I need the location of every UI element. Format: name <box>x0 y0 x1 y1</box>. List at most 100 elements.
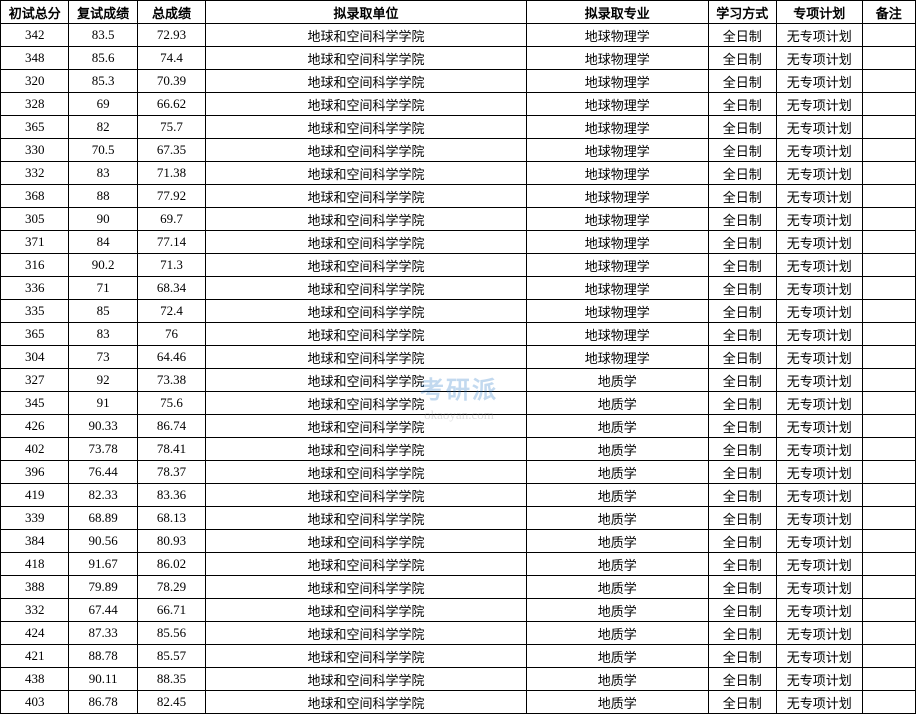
table-cell <box>862 530 916 553</box>
table-cell: 地球和空间科学学院 <box>206 691 527 714</box>
table-cell: 地质学 <box>526 369 708 392</box>
table-cell: 68.34 <box>137 277 205 300</box>
table-cell: 全日制 <box>708 461 776 484</box>
table-cell: 86.74 <box>137 415 205 438</box>
table-cell: 地质学 <box>526 599 708 622</box>
table-row: 3358572.4地球和空间科学学院地球物理学全日制无专项计划 <box>1 300 916 323</box>
table-cell: 地球物理学 <box>526 231 708 254</box>
table-cell: 全日制 <box>708 507 776 530</box>
table-row: 34885.674.4地球和空间科学学院地球物理学全日制无专项计划 <box>1 47 916 70</box>
table-cell: 无专项计划 <box>777 484 863 507</box>
table-row: 3688877.92地球和空间科学学院地球物理学全日制无专项计划 <box>1 185 916 208</box>
table-cell: 全日制 <box>708 185 776 208</box>
table-cell: 全日制 <box>708 576 776 599</box>
table-cell: 地球和空间科学学院 <box>206 24 527 47</box>
table-cell: 71.3 <box>137 254 205 277</box>
table-cell: 384 <box>1 530 69 553</box>
table-cell: 348 <box>1 47 69 70</box>
table-cell: 地球和空间科学学院 <box>206 599 527 622</box>
table-cell: 88.78 <box>69 645 137 668</box>
table-cell: 无专项计划 <box>777 668 863 691</box>
table-cell: 地质学 <box>526 438 708 461</box>
table-cell: 地球和空间科学学院 <box>206 415 527 438</box>
table-cell: 全日制 <box>708 438 776 461</box>
table-cell: 无专项计划 <box>777 369 863 392</box>
table-cell: 地球和空间科学学院 <box>206 346 527 369</box>
table-cell: 地球和空间科学学院 <box>206 622 527 645</box>
table-cell: 90.2 <box>69 254 137 277</box>
table-cell: 327 <box>1 369 69 392</box>
table-cell <box>862 599 916 622</box>
table-cell: 全日制 <box>708 392 776 415</box>
table-cell: 全日制 <box>708 254 776 277</box>
col-header-remark: 备注 <box>862 1 916 24</box>
table-cell: 全日制 <box>708 93 776 116</box>
table-cell: 地质学 <box>526 484 708 507</box>
table-cell: 365 <box>1 323 69 346</box>
table-cell: 地质学 <box>526 691 708 714</box>
table-header: 初试总分 复试成绩 总成绩 拟录取单位 拟录取专业 学习方式 专项计划 备注 <box>1 1 916 24</box>
table-cell: 82.33 <box>69 484 137 507</box>
table-row: 41982.3383.36地球和空间科学学院地质学全日制无专项计划 <box>1 484 916 507</box>
table-cell: 403 <box>1 691 69 714</box>
table-cell <box>862 576 916 599</box>
table-cell: 地球物理学 <box>526 70 708 93</box>
table-row: 41891.6786.02地球和空间科学学院地质学全日制无专项计划 <box>1 553 916 576</box>
table-cell: 地球物理学 <box>526 185 708 208</box>
table-cell: 336 <box>1 277 69 300</box>
table-cell: 无专项计划 <box>777 24 863 47</box>
table-cell: 全日制 <box>708 116 776 139</box>
table-cell <box>862 139 916 162</box>
table-cell: 330 <box>1 139 69 162</box>
table-cell: 全日制 <box>708 530 776 553</box>
table-cell: 无专项计划 <box>777 185 863 208</box>
table-cell: 地球和空间科学学院 <box>206 139 527 162</box>
table-cell: 73.78 <box>69 438 137 461</box>
table-cell: 无专项计划 <box>777 553 863 576</box>
table-cell: 全日制 <box>708 323 776 346</box>
table-cell: 90.56 <box>69 530 137 553</box>
table-cell: 419 <box>1 484 69 507</box>
table-cell: 87.33 <box>69 622 137 645</box>
table-cell: 全日制 <box>708 231 776 254</box>
table-cell: 418 <box>1 553 69 576</box>
table-cell: 全日制 <box>708 47 776 70</box>
table-cell: 68.89 <box>69 507 137 530</box>
table-cell: 地球和空间科学学院 <box>206 254 527 277</box>
table-cell <box>862 507 916 530</box>
table-cell: 无专项计划 <box>777 208 863 231</box>
table-cell: 75.7 <box>137 116 205 139</box>
table-cell: 地球和空间科学学院 <box>206 507 527 530</box>
table-cell: 86.78 <box>69 691 137 714</box>
table-cell: 全日制 <box>708 668 776 691</box>
col-header-score1: 初试总分 <box>1 1 69 24</box>
table-cell: 320 <box>1 70 69 93</box>
table-cell <box>862 208 916 231</box>
table-cell: 地球物理学 <box>526 277 708 300</box>
table-cell: 365 <box>1 116 69 139</box>
table-row: 3367168.34地球和空间科学学院地球物理学全日制无专项计划 <box>1 277 916 300</box>
table-cell <box>862 369 916 392</box>
table-row: 3286966.62地球和空间科学学院地球物理学全日制无专项计划 <box>1 93 916 116</box>
table-cell <box>862 484 916 507</box>
table-cell <box>862 162 916 185</box>
table-cell: 全日制 <box>708 346 776 369</box>
table-cell: 83.5 <box>69 24 137 47</box>
table-cell: 305 <box>1 208 69 231</box>
table-row: 39676.4478.37地球和空间科学学院地质学全日制无专项计划 <box>1 461 916 484</box>
table-row: 33968.8968.13地球和空间科学学院地质学全日制无专项计划 <box>1 507 916 530</box>
table-cell <box>862 300 916 323</box>
table-cell: 地球物理学 <box>526 208 708 231</box>
table-cell: 70.39 <box>137 70 205 93</box>
table-cell: 无专项计划 <box>777 438 863 461</box>
table-row: 3459175.6地球和空间科学学院地质学全日制无专项计划 <box>1 392 916 415</box>
table-cell: 335 <box>1 300 69 323</box>
table-row: 31690.271.3地球和空间科学学院地球物理学全日制无专项计划 <box>1 254 916 277</box>
col-header-study: 学习方式 <box>708 1 776 24</box>
table-cell <box>862 415 916 438</box>
table-cell: 全日制 <box>708 622 776 645</box>
table-cell <box>862 254 916 277</box>
table-cell: 90.33 <box>69 415 137 438</box>
table-cell: 全日制 <box>708 300 776 323</box>
table-cell: 无专项计划 <box>777 116 863 139</box>
